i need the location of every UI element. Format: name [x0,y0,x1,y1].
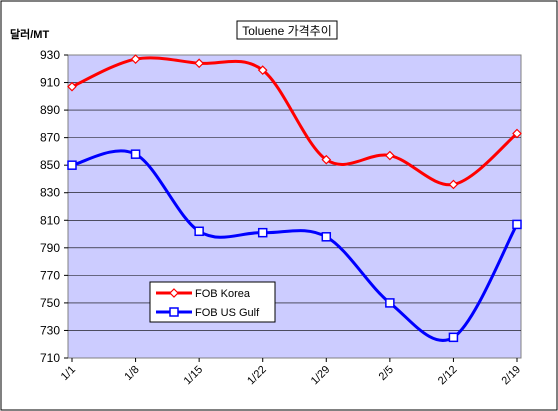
y-tick-label: 930 [40,48,60,62]
series-2 [67,149,522,343]
data-point [321,154,332,165]
y-axis-ticks: 710 730 750 770 790 810 830 850 870 890 910 930 [40,48,68,365]
y-axis-label: 달러/MT [10,27,49,41]
data-point [194,58,204,69]
plot-area [67,54,522,359]
data-point [512,128,522,139]
legend-swatch-marker [169,288,179,298]
data-point [321,232,332,242]
y-tick-label: 750 [40,296,60,310]
legend-label: FOB US Gulf [195,307,260,319]
data-point [257,227,268,238]
y-tick-label: 910 [40,76,60,90]
legend-item: FOB Korea [156,288,251,300]
data-point [257,65,268,75]
data-point [385,150,395,161]
data-point [130,54,141,64]
series-lines [67,54,522,343]
data-point [67,81,77,92]
y-tick-label: 890 [40,103,60,117]
data-point [67,160,77,170]
grid-lines [68,82,521,331]
y-tick-label: 850 [40,158,60,172]
legend-item: FOB US Gulf [156,307,260,319]
data-point [194,226,204,237]
legend-label: FOB Korea [195,288,251,300]
data-point [448,179,459,190]
y-tick-label: 730 [40,323,60,337]
legend-swatch-marker [169,307,179,317]
chart-title: Toluene 가격추이 [242,24,332,38]
data-point [385,298,395,308]
y-tick-label: 790 [40,241,60,255]
data-point [448,332,459,343]
legend: FOB Korea FOB US Gulf [149,281,276,323]
y-tick-label: 870 [40,131,60,145]
y-tick-label: 830 [40,186,60,200]
data-point [130,149,141,159]
y-tick-label: 770 [40,268,60,282]
chart-title-box [236,20,338,40]
y-tick-label: 810 [40,213,60,227]
y-tick-label: 710 [40,351,60,365]
data-point [512,219,522,230]
series-1 [67,54,522,190]
